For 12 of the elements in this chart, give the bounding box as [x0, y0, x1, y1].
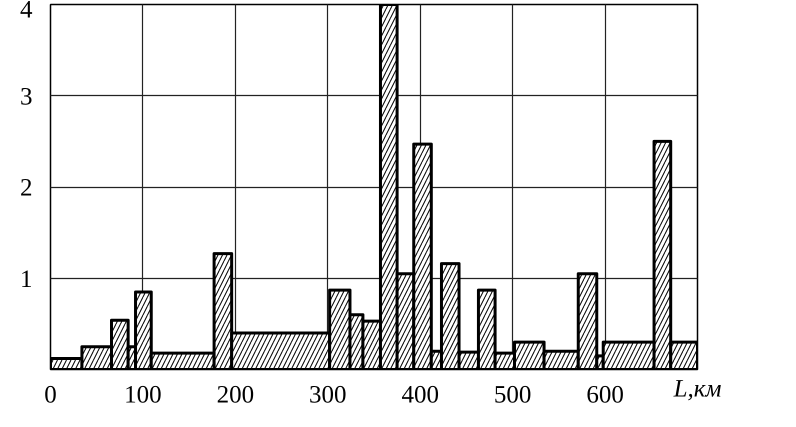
x-tick-label: 400 — [401, 382, 439, 408]
y-tick-label: 2 — [20, 174, 32, 202]
x-tick-label: 300 — [309, 382, 347, 408]
x-tick-label: 500 — [494, 382, 532, 408]
x-tick-label: 0 — [44, 382, 57, 408]
x-tick-label: 200 — [216, 382, 254, 408]
x-tick-label: 100 — [124, 382, 162, 408]
x-axis-title: L,км — [672, 376, 722, 402]
x-tick-label: 600 — [586, 382, 624, 408]
y-tick-label: 3 — [20, 83, 32, 110]
y-tick-label: 4 — [20, 0, 33, 24]
y-tick-label: 1 — [20, 266, 32, 293]
